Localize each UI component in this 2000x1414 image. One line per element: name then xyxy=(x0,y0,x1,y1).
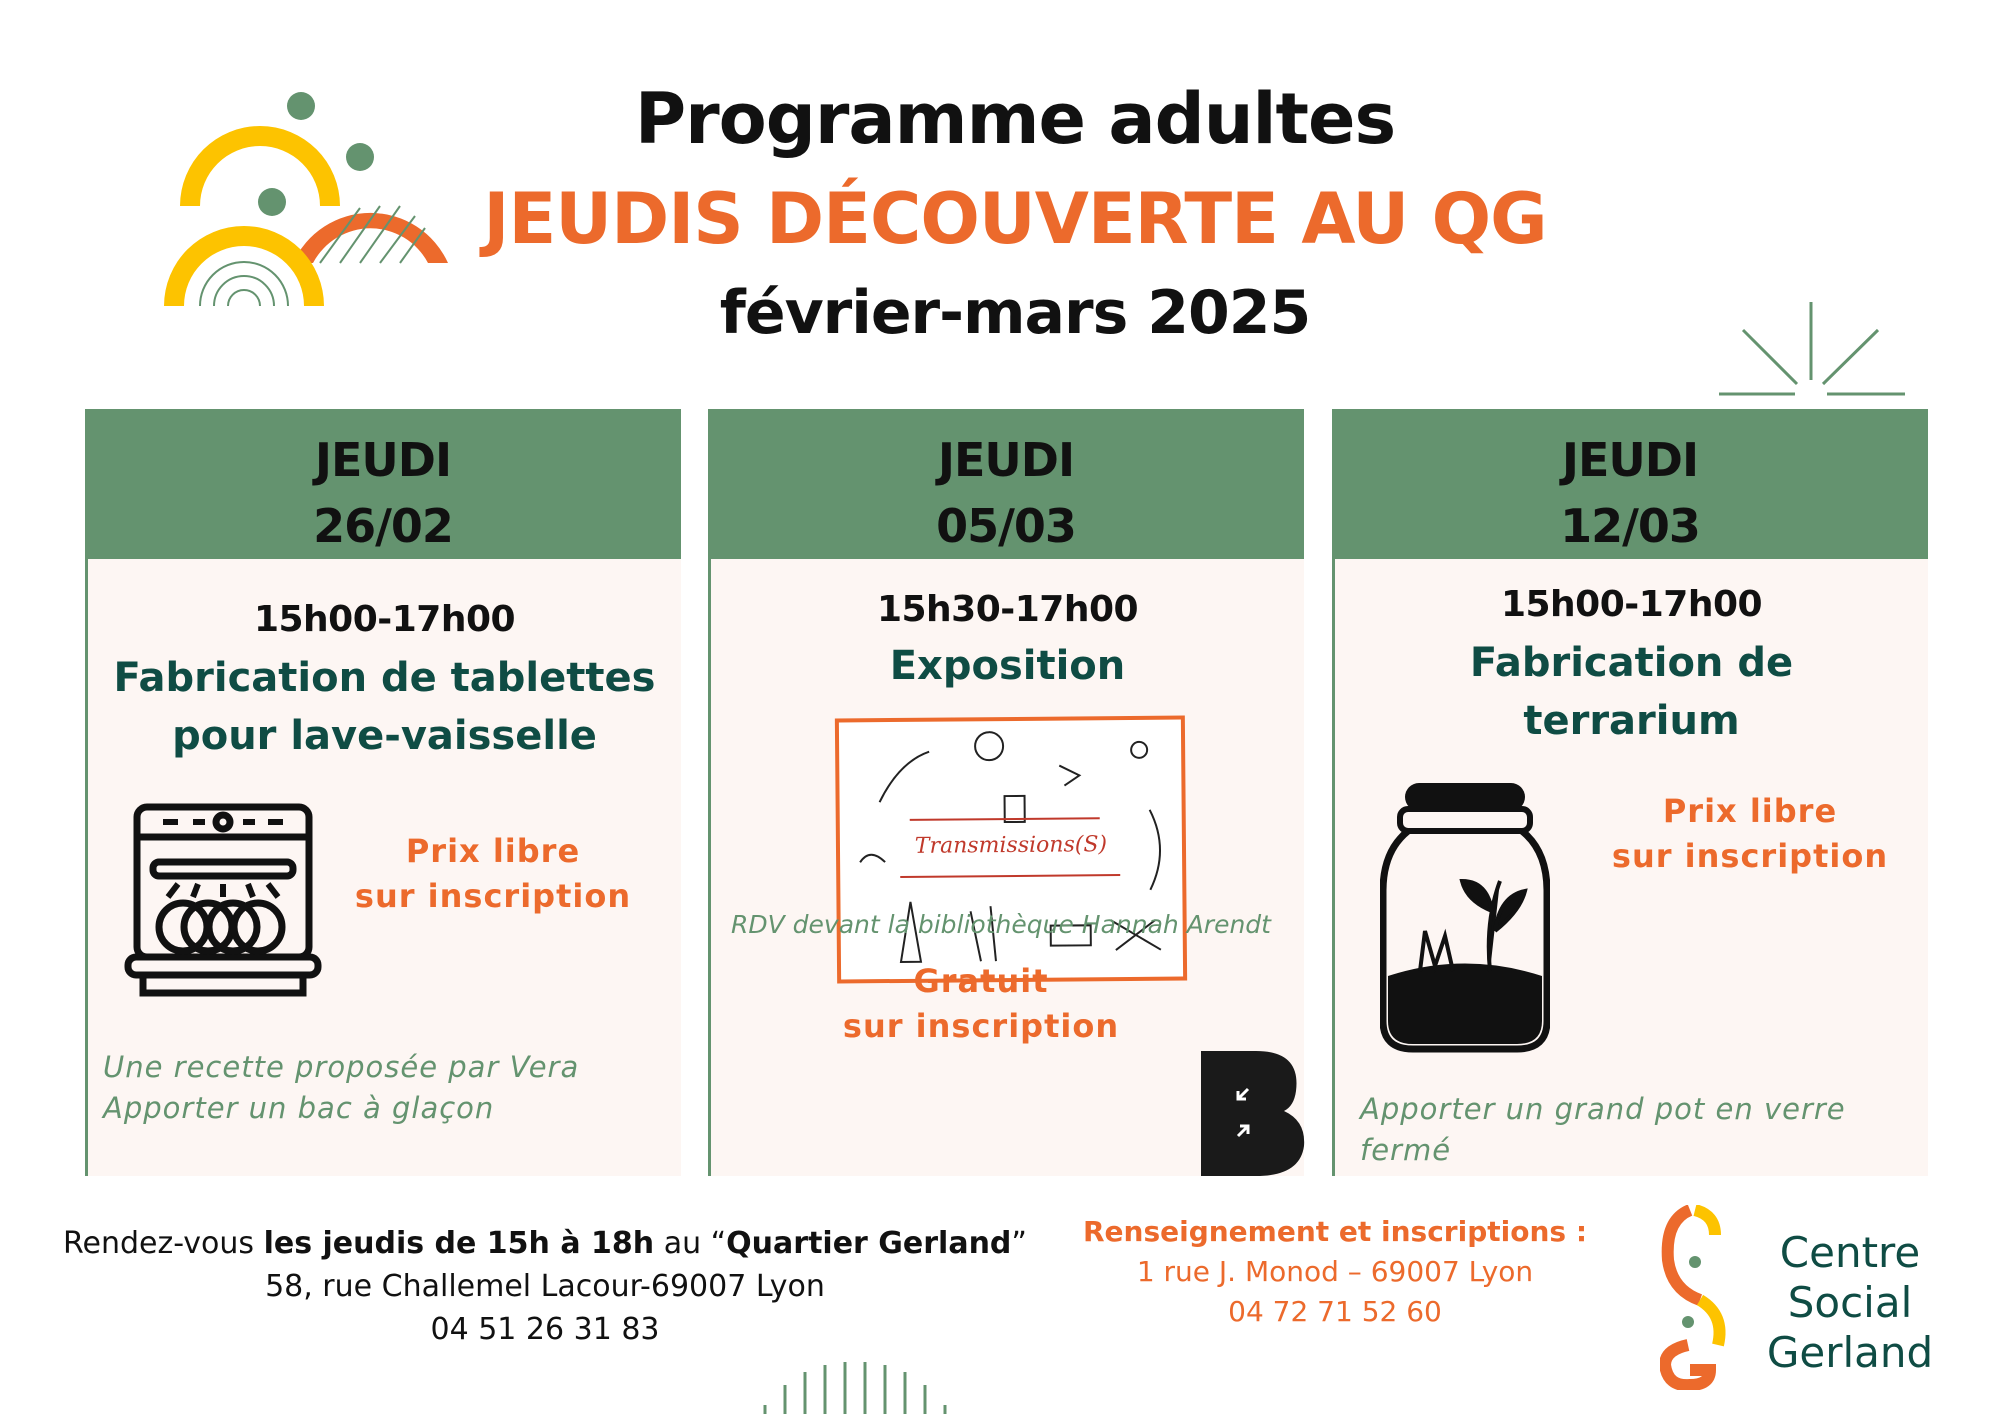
time: 15h00-17h00 xyxy=(1500,584,1763,625)
library-b-logo xyxy=(1201,1051,1305,1176)
date-label: 12/03 xyxy=(1560,499,1701,553)
date-label: 05/03 xyxy=(936,499,1077,553)
address: 58, rue Challemel Lacour-69007 Lyon xyxy=(265,1269,825,1304)
day-label: JEUDI xyxy=(937,433,1075,487)
period: février-mars 2025 xyxy=(719,278,1311,348)
centre-social-gerland-logo-icon xyxy=(1660,1205,1726,1390)
page-title: Programme adultes xyxy=(634,78,1396,160)
event-card-1: JEUDI 26/02 15h00-17h00 Fabrication de ta… xyxy=(85,409,681,1176)
time: 15h30-17h00 xyxy=(876,589,1139,630)
card-header: JEUDI 12/03 xyxy=(1332,409,1928,559)
activity-title: Fabrication de tablettes pour lave-vaisse… xyxy=(113,655,656,759)
card-note: Une recette proposée par Vera Apporter un… xyxy=(103,1050,580,1125)
price-info: Prix libre sur inscription xyxy=(1611,792,1889,875)
card-note: Apporter un grand pot en verre fermé xyxy=(1360,1092,1846,1167)
decorative-arches-logo xyxy=(164,92,448,307)
logo-text: Centre Social Gerland xyxy=(1766,1228,1934,1377)
day-label: JEUDI xyxy=(1561,433,1699,487)
terrarium-jar-icon xyxy=(1380,783,1550,1053)
event-card-2: JEUDI 05/03 15h30-17h00 Exposition Transm… xyxy=(708,409,1305,1176)
card-header: JEUDI 26/02 xyxy=(85,409,681,559)
registration-title: Renseignement et inscriptions : xyxy=(1082,1215,1588,1248)
date-label: 26/02 xyxy=(313,499,454,553)
day-label: JEUDI xyxy=(314,433,452,487)
activity-title: Exposition xyxy=(889,643,1126,689)
meeting-location: RDV devant la bibliothèque Hannah Arendt xyxy=(731,910,1271,939)
price-info: Gratuit sur inscription xyxy=(842,962,1120,1045)
card-header: JEUDI 05/03 xyxy=(708,409,1304,559)
page-subtitle: JEUDIS DÉCOUVERTE AU QG xyxy=(483,178,1547,260)
sunburst-decoration-icon xyxy=(1719,302,1905,396)
registration-phone: 04 72 71 52 60 xyxy=(1228,1295,1442,1328)
price-info: Prix libre sur inscription xyxy=(354,832,632,915)
time: 15h00-17h00 xyxy=(253,599,516,640)
phone: 04 51 26 31 83 xyxy=(430,1312,660,1347)
decorative-lines-arch xyxy=(763,1362,947,1414)
activity-title: Fabrication de terrarium xyxy=(1469,640,1794,744)
dishwasher-icon xyxy=(124,803,322,997)
meeting-info: Rendez-vous les jeudis de 15h à 18h au “… xyxy=(60,1222,1030,1351)
registration-info: Renseignement et inscriptions : 1 rue J.… xyxy=(1060,1212,1610,1332)
registration-address: 1 rue J. Monod – 69007 Lyon xyxy=(1136,1255,1534,1288)
event-card-3: JEUDI 12/03 15h00-17h00 Fabrication de ter… xyxy=(1332,409,1928,1176)
rdv-line: Rendez-vous les jeudis de 15h à 18h au “… xyxy=(63,1226,1027,1261)
exhibition-poster-image: Transmissions(S) xyxy=(834,715,1188,984)
